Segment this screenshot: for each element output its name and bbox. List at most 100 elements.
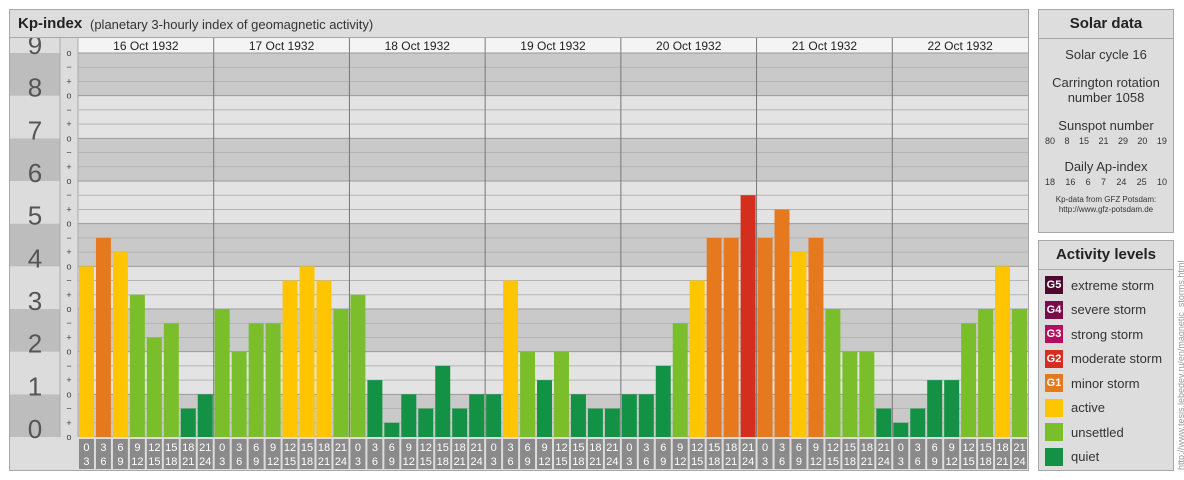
kp-bar bbox=[689, 280, 705, 437]
hour-end-label: 24 bbox=[335, 456, 347, 468]
hour-start-label: 18 bbox=[861, 442, 873, 454]
legend-item: G1 minor storm bbox=[1045, 373, 1140, 393]
y-minor-tick: o bbox=[66, 133, 71, 143]
kp-bar bbox=[706, 237, 722, 437]
hour-start-label: 12 bbox=[555, 442, 567, 454]
y-band bbox=[78, 223, 1028, 267]
y-band-label-bg bbox=[10, 351, 60, 395]
y-band bbox=[78, 53, 1028, 96]
kp-bar bbox=[95, 237, 111, 437]
hour-end-label: 15 bbox=[284, 456, 296, 468]
hour-cell bbox=[859, 439, 875, 469]
hour-cell bbox=[469, 439, 485, 469]
kp-bar bbox=[180, 408, 196, 437]
hour-cell bbox=[910, 439, 926, 469]
hour-cell bbox=[350, 439, 366, 469]
hour-end-label: 21 bbox=[725, 456, 737, 468]
sunspot-value: 80 bbox=[1045, 136, 1056, 146]
kp-bar bbox=[859, 351, 875, 437]
credit-line-2: http://www.gfz-potsdam.de bbox=[1058, 205, 1154, 214]
hour-cell bbox=[435, 439, 451, 469]
hour-start-label: 12 bbox=[284, 442, 296, 454]
minor-tick-column bbox=[60, 38, 78, 437]
hour-cell bbox=[180, 439, 196, 469]
hour-cell bbox=[129, 439, 145, 469]
ap-value: 24 bbox=[1116, 177, 1127, 187]
hour-end-label: 9 bbox=[796, 456, 802, 468]
ap-value: 18 bbox=[1045, 177, 1056, 187]
hour-cell bbox=[282, 439, 298, 469]
hour-end-label: 3 bbox=[762, 456, 768, 468]
hour-cell bbox=[112, 439, 128, 469]
kp-bar bbox=[520, 351, 536, 437]
hour-start-label: 15 bbox=[437, 442, 449, 454]
hour-end-label: 21 bbox=[996, 456, 1008, 468]
legend-swatch: G5 bbox=[1045, 276, 1063, 294]
chart-title: Kp-index bbox=[18, 15, 83, 32]
hour-cell bbox=[1012, 439, 1027, 469]
sunspot-value: 19 bbox=[1156, 136, 1167, 146]
y-tick-label: 7 bbox=[28, 115, 42, 145]
y-minor-tick: o bbox=[66, 389, 71, 399]
kp-chart-panel: Kp-index (planetary 3-hourly index of ge… bbox=[9, 9, 1029, 471]
hour-start-label: 6 bbox=[796, 442, 802, 454]
date-label: 19 Oct 1932 bbox=[520, 39, 586, 53]
hour-cell bbox=[842, 439, 858, 469]
y-minor-tick: o bbox=[66, 48, 71, 58]
credit-line-1: Kp-data from GFZ Potsdam: bbox=[1055, 195, 1157, 204]
hour-end-label: 12 bbox=[538, 456, 550, 468]
hour-end-label: 9 bbox=[524, 456, 530, 468]
y-tick-label: 5 bbox=[28, 201, 42, 231]
kp-bar bbox=[978, 309, 994, 437]
activity-levels-panel: Activity levels G5 extreme storm G4 severe … bbox=[1038, 240, 1174, 471]
kp-bar bbox=[995, 266, 1011, 437]
kp-bar bbox=[1012, 309, 1027, 437]
hour-cell bbox=[723, 439, 739, 469]
kp-bar bbox=[910, 408, 926, 437]
hour-cell bbox=[740, 439, 756, 469]
kp-bar bbox=[774, 209, 790, 437]
hour-end-label: 18 bbox=[572, 456, 584, 468]
y-tick-label: 4 bbox=[28, 243, 42, 273]
legend-label: quiet bbox=[1071, 449, 1100, 464]
date-header bbox=[78, 38, 1028, 53]
date-label: 22 Oct 1932 bbox=[927, 39, 993, 53]
hour-end-label: 15 bbox=[420, 456, 432, 468]
hour-cell bbox=[621, 439, 637, 469]
hour-start-label: 9 bbox=[949, 442, 955, 454]
hour-cell bbox=[604, 439, 620, 469]
hour-cell bbox=[79, 439, 94, 469]
carrington-line-1: Carrington rotation bbox=[1052, 75, 1160, 90]
hour-cell bbox=[537, 439, 552, 469]
hour-cell bbox=[808, 439, 824, 469]
y-band bbox=[78, 138, 1028, 181]
y-minor-tick: + bbox=[66, 418, 71, 428]
y-tick-label: 1 bbox=[28, 371, 42, 401]
hour-cell bbox=[961, 439, 977, 469]
kp-bar bbox=[808, 237, 824, 437]
hour-start-label: 12 bbox=[963, 442, 975, 454]
hour-cell bbox=[214, 439, 230, 469]
y-tick-label: 2 bbox=[28, 329, 42, 359]
hour-cell bbox=[231, 439, 247, 469]
legend-label: unsettled bbox=[1071, 424, 1124, 440]
hour-start-label: 3 bbox=[372, 442, 378, 454]
y-minor-tick: − bbox=[66, 105, 71, 115]
date-label: 18 Oct 1932 bbox=[385, 39, 451, 53]
hour-start-label: 0 bbox=[762, 442, 768, 454]
y-band bbox=[78, 95, 1028, 139]
date-label: 21 Oct 1932 bbox=[792, 39, 858, 53]
legend-item: G3 strong storm bbox=[1045, 324, 1143, 344]
y-minor-tick: o bbox=[66, 432, 71, 442]
hour-cell bbox=[672, 439, 688, 469]
hour-start-label: 9 bbox=[134, 442, 140, 454]
ap-value: 6 bbox=[1085, 177, 1091, 187]
legend-swatch: G3 bbox=[1045, 325, 1063, 343]
hour-cell bbox=[587, 439, 603, 469]
hour-cell bbox=[689, 439, 705, 469]
sunspot-value: 8 bbox=[1064, 136, 1070, 146]
hour-end-label: 24 bbox=[878, 456, 890, 468]
hour-end-label: 9 bbox=[253, 456, 259, 468]
hour-start-label: 15 bbox=[979, 442, 991, 454]
kp-bar bbox=[367, 380, 383, 437]
